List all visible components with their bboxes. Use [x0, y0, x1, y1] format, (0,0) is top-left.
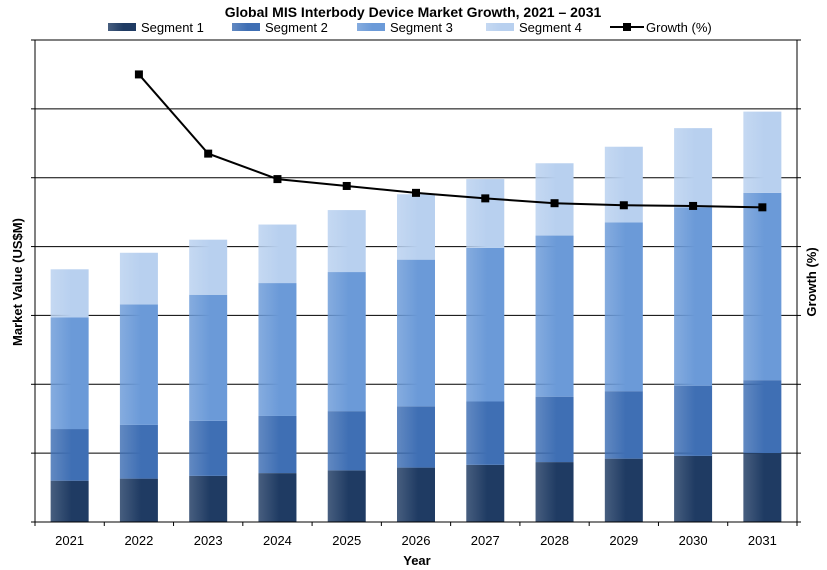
bar-segment-3-2025 — [327, 272, 366, 412]
x-tick-label: 2022 — [124, 533, 153, 548]
legend-label: Segment 4 — [519, 20, 582, 35]
bar-segment-1-2029 — [604, 458, 643, 522]
bar-segment-1-2027 — [466, 464, 505, 522]
bar-segment-2-2030 — [674, 385, 713, 456]
growth-line — [134, 70, 767, 212]
bar-segment-3-2030 — [674, 207, 713, 386]
legend-label: Growth (%) — [646, 20, 712, 35]
bar-segment-1-2023 — [189, 475, 228, 522]
growth-marker — [273, 175, 282, 184]
legend-label: Segment 3 — [390, 20, 453, 35]
x-tick-label: 2031 — [748, 533, 777, 548]
bar-segment-4-2023 — [189, 239, 228, 295]
legend-label: Segment 1 — [141, 20, 204, 35]
bar-segment-1-2025 — [327, 470, 366, 522]
growth-marker — [412, 188, 420, 197]
bar-segment-4-2024 — [258, 224, 297, 284]
bar-segment-2-2027 — [466, 401, 505, 465]
bar-segment-1-2026 — [397, 467, 435, 522]
x-tick-label: 2027 — [471, 533, 500, 548]
bar-segment-2-2031 — [743, 380, 782, 454]
bar-segment-4-2025 — [327, 210, 366, 273]
bar-segment-1-2024 — [258, 473, 297, 522]
bar-segment-4-2029 — [604, 146, 643, 223]
bar-segment-2-2025 — [327, 411, 366, 471]
bar-segment-2-2029 — [604, 391, 643, 459]
bar-segment-3-2023 — [189, 294, 228, 421]
bar-segment-3-2028 — [535, 235, 574, 397]
x-tick-label: 2021 — [55, 533, 84, 548]
x-tick-label: 2023 — [194, 533, 223, 548]
bar-series — [50, 111, 782, 522]
x-tick-labels: 2021 2022 2023 2024 2025 2026 2027 2028 2029 2030… — [55, 533, 777, 548]
growth-marker — [550, 199, 559, 208]
legend-swatch — [486, 23, 514, 31]
bar-segment-3-2031 — [743, 192, 782, 381]
bar-segment-2-2021 — [50, 429, 89, 481]
bar-segment-2-2026 — [397, 406, 435, 468]
bar-segment-1-2028 — [535, 462, 574, 522]
bar-segment-1-2030 — [674, 455, 713, 522]
growth-marker — [342, 181, 351, 190]
legend-swatch — [232, 23, 260, 31]
growth-marker — [204, 149, 213, 158]
bar-segment-3-2027 — [466, 247, 505, 402]
y-axis-title: Market Value (US$M) — [10, 218, 25, 346]
bar-segment-3-2024 — [258, 283, 297, 416]
bar-segment-3-2022 — [119, 304, 158, 425]
x-axis-title: Year — [403, 553, 430, 568]
bar-segment-1-2021 — [50, 480, 89, 522]
bar-segment-2-2028 — [535, 396, 574, 463]
bar-segment-4-2031 — [743, 111, 782, 193]
legend-marker-growth — [623, 23, 631, 31]
bar-segment-2-2022 — [119, 424, 158, 479]
legend: Segment 1 Segment 2 Segment 3 Segment 4 Grow… — [108, 20, 712, 35]
bar-segment-4-2021 — [50, 269, 89, 318]
chart-title: Global MIS Interbody Device Market Growt… — [225, 4, 602, 20]
x-tick-label: 2025 — [332, 533, 361, 548]
y2-axis-title: Growth (%) — [804, 247, 819, 316]
bar-segment-4-2030 — [674, 128, 713, 208]
bar-segment-4-2022 — [119, 252, 158, 305]
axes — [31, 39, 801, 526]
x-tick-label: 2030 — [679, 533, 708, 548]
bar-segment-4-2027 — [466, 179, 505, 248]
bar-segment-1-2022 — [119, 478, 158, 522]
x-tick-label: 2028 — [540, 533, 569, 548]
legend-swatch — [108, 23, 136, 31]
bar-segment-3-2026 — [397, 259, 435, 407]
legend-swatch — [357, 23, 385, 31]
bar-segment-2-2023 — [189, 420, 228, 476]
growth-marker — [758, 203, 767, 212]
x-tick-label: 2029 — [609, 533, 638, 548]
bar-segment-4-2026 — [397, 194, 435, 260]
x-tick-label: 2024 — [263, 533, 292, 548]
growth-marker — [689, 201, 698, 210]
growth-marker — [481, 194, 490, 203]
bar-segment-3-2021 — [50, 317, 89, 430]
growth-marker — [134, 70, 143, 79]
growth-line-path — [138, 73, 763, 209]
growth-marker — [619, 201, 628, 210]
bar-segment-1-2031 — [743, 453, 782, 522]
bar-segment-2-2024 — [258, 415, 297, 474]
bar-segment-3-2029 — [604, 222, 643, 392]
x-tick-label: 2026 — [402, 533, 431, 548]
legend-label: Segment 2 — [265, 20, 328, 35]
